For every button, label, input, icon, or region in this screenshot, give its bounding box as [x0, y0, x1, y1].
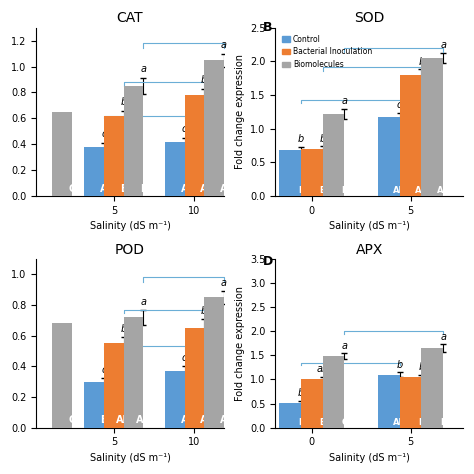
- Text: A: A: [181, 415, 188, 425]
- Y-axis label: Fold change expression: Fold change expression: [235, 55, 245, 169]
- Text: b: b: [201, 75, 207, 85]
- Bar: [421, 348, 443, 428]
- Text: AB: AB: [393, 186, 406, 195]
- Text: c: c: [101, 365, 107, 375]
- Text: B: B: [263, 21, 272, 34]
- Text: a: a: [140, 64, 146, 74]
- Bar: [400, 377, 421, 428]
- Bar: [301, 380, 323, 428]
- Bar: [378, 117, 400, 196]
- Text: a: a: [440, 332, 446, 342]
- Bar: [279, 402, 301, 428]
- Text: ab: ab: [317, 364, 329, 374]
- Text: a: a: [221, 278, 227, 288]
- X-axis label: Salinity (dS m⁻¹): Salinity (dS m⁻¹): [328, 221, 410, 231]
- Title: CAT: CAT: [117, 11, 143, 25]
- Text: B: B: [319, 186, 326, 195]
- Bar: [104, 116, 124, 196]
- Text: c: c: [397, 100, 402, 110]
- Text: b: b: [319, 134, 326, 144]
- Bar: [52, 112, 72, 196]
- Text: b: b: [120, 97, 127, 107]
- Bar: [52, 323, 72, 428]
- X-axis label: Salinity (dS m⁻¹): Salinity (dS m⁻¹): [328, 453, 410, 463]
- Text: A: A: [220, 183, 228, 193]
- Text: a: a: [221, 40, 227, 50]
- Y-axis label: Fold change expression: Fold change expression: [235, 286, 245, 401]
- Text: c: c: [101, 129, 107, 139]
- Title: POD: POD: [115, 243, 145, 256]
- Text: A: A: [201, 415, 208, 425]
- Text: B: B: [418, 418, 425, 427]
- Text: b: b: [298, 134, 304, 144]
- Text: B: B: [440, 418, 447, 427]
- Text: AB: AB: [437, 186, 449, 195]
- Text: A: A: [220, 415, 228, 425]
- Bar: [184, 328, 204, 428]
- Text: c: c: [182, 124, 187, 134]
- Text: a: a: [440, 40, 446, 50]
- Text: a: a: [140, 297, 146, 307]
- Bar: [204, 297, 224, 428]
- Bar: [279, 150, 301, 196]
- Text: b: b: [298, 388, 304, 398]
- Bar: [124, 317, 144, 428]
- Bar: [184, 95, 204, 196]
- Text: b: b: [201, 306, 207, 316]
- Text: a: a: [341, 96, 347, 106]
- Text: A: A: [181, 183, 188, 193]
- Bar: [323, 356, 345, 428]
- Text: AB: AB: [393, 418, 406, 427]
- Bar: [421, 58, 443, 196]
- Title: SOD: SOD: [354, 11, 384, 25]
- Text: B: B: [341, 186, 347, 195]
- Text: b: b: [397, 360, 403, 370]
- Text: B: B: [298, 186, 304, 195]
- Bar: [84, 382, 104, 428]
- Bar: [204, 60, 224, 196]
- X-axis label: Salinity (dS m⁻¹): Salinity (dS m⁻¹): [90, 221, 171, 231]
- Text: c: c: [182, 353, 187, 363]
- Text: B: B: [100, 415, 108, 425]
- Text: a: a: [341, 341, 347, 351]
- Bar: [400, 75, 421, 196]
- Text: C: C: [68, 415, 75, 425]
- Legend: Control, Bacterial Inoculation, Biomolecules: Control, Bacterial Inoculation, Biomolec…: [279, 31, 375, 72]
- Bar: [301, 149, 323, 196]
- Text: B: B: [319, 418, 326, 427]
- Bar: [124, 86, 144, 196]
- Text: D: D: [263, 255, 273, 268]
- Bar: [165, 371, 184, 428]
- Text: B: B: [120, 183, 128, 193]
- Text: b: b: [418, 362, 425, 372]
- Text: b: b: [120, 324, 127, 334]
- Title: APX: APX: [356, 243, 383, 256]
- Text: B: B: [140, 183, 147, 193]
- Bar: [165, 142, 184, 196]
- Text: C: C: [68, 183, 75, 193]
- Bar: [104, 343, 124, 428]
- Text: A: A: [100, 183, 108, 193]
- Bar: [84, 147, 104, 196]
- Bar: [323, 114, 345, 196]
- Text: AB: AB: [136, 415, 151, 425]
- Text: A: A: [201, 183, 208, 193]
- Text: C: C: [341, 418, 347, 427]
- Bar: [378, 374, 400, 428]
- Text: AB: AB: [415, 186, 428, 195]
- Text: AB: AB: [116, 415, 131, 425]
- X-axis label: Salinity (dS m⁻¹): Salinity (dS m⁻¹): [90, 453, 171, 463]
- Text: B: B: [298, 418, 304, 427]
- Text: b: b: [418, 57, 425, 67]
